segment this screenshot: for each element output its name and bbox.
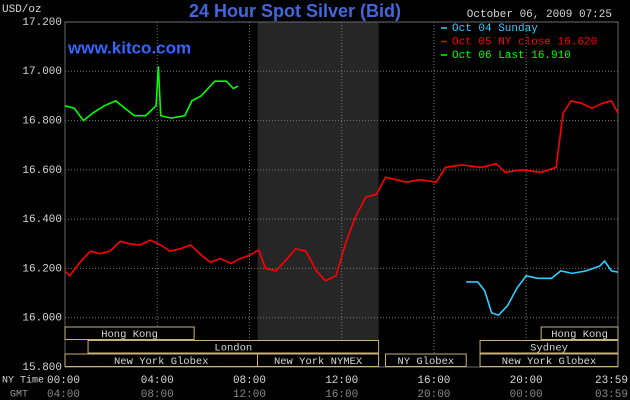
y-axis-label: USD/oz bbox=[2, 4, 42, 16]
session-box bbox=[257, 353, 380, 367]
y-tick-label: 15.800 bbox=[22, 362, 62, 374]
highlight-band bbox=[257, 22, 379, 367]
session-label: New York NYMEX bbox=[274, 356, 363, 368]
gmt-tick-label: 16:00 bbox=[325, 389, 358, 400]
gmt-tick-label: 04:00 bbox=[47, 389, 80, 400]
legend-label: Oct 04 Sunday bbox=[452, 23, 538, 35]
price-line bbox=[466, 259, 619, 317]
session-label: New York Globex bbox=[114, 356, 209, 368]
session-box bbox=[87, 340, 380, 354]
session-box bbox=[540, 326, 619, 340]
session-box bbox=[479, 340, 619, 354]
x-tick-label: 04:00 bbox=[141, 375, 174, 387]
y-tick-label: 16.800 bbox=[22, 115, 62, 127]
gmt-tick-label: 00:00 bbox=[510, 389, 543, 400]
watermark: www.kitco.com bbox=[67, 38, 191, 57]
chart-title: 24 Hour Spot Silver (Bid) bbox=[189, 1, 401, 21]
x-tick-label: 12:00 bbox=[325, 375, 358, 387]
session-label: Sydney bbox=[530, 342, 568, 354]
legend-label: Oct 05 NY close 16.620 bbox=[452, 36, 597, 48]
session-label: New York Globex bbox=[502, 356, 597, 368]
x-tick-label: 00:00 bbox=[47, 375, 80, 387]
session-label: NY Globex bbox=[397, 356, 454, 368]
gmt-tick-label: 03:59 bbox=[595, 389, 628, 400]
gmt-tick-label: 20:00 bbox=[417, 389, 450, 400]
y-tick-label: 16.400 bbox=[22, 214, 62, 226]
x-tick-label: 16:00 bbox=[417, 375, 450, 387]
timestamp: October 06, 2009 07:25 bbox=[467, 9, 612, 21]
price-line bbox=[64, 66, 239, 122]
session-label: Hong Kong bbox=[101, 329, 158, 341]
y-tick-label: 16.200 bbox=[22, 263, 62, 275]
gmt-row-label: GMT bbox=[10, 390, 28, 400]
x-tick-label: 20:00 bbox=[510, 375, 543, 387]
x-row-label: NY Time bbox=[2, 375, 44, 387]
session-box bbox=[385, 353, 467, 367]
gmt-tick-label: 08:00 bbox=[141, 389, 174, 400]
x-tick-label: 08:00 bbox=[233, 375, 266, 387]
price-line bbox=[64, 99, 619, 282]
y-tick-label: 17.200 bbox=[22, 17, 62, 29]
y-tick-label: 16.000 bbox=[22, 313, 62, 325]
x-tick-label: 23:59 bbox=[595, 375, 628, 387]
session-box bbox=[479, 353, 619, 367]
legend-label: Oct 06 Last 16.910 bbox=[452, 50, 571, 62]
session-label: Hong Kong bbox=[551, 329, 608, 341]
session-label: London bbox=[214, 342, 252, 354]
session-box bbox=[64, 326, 195, 340]
y-tick-label: 16.600 bbox=[22, 165, 62, 177]
gmt-tick-label: 12:00 bbox=[233, 389, 266, 400]
y-tick-label: 17.000 bbox=[22, 66, 62, 78]
